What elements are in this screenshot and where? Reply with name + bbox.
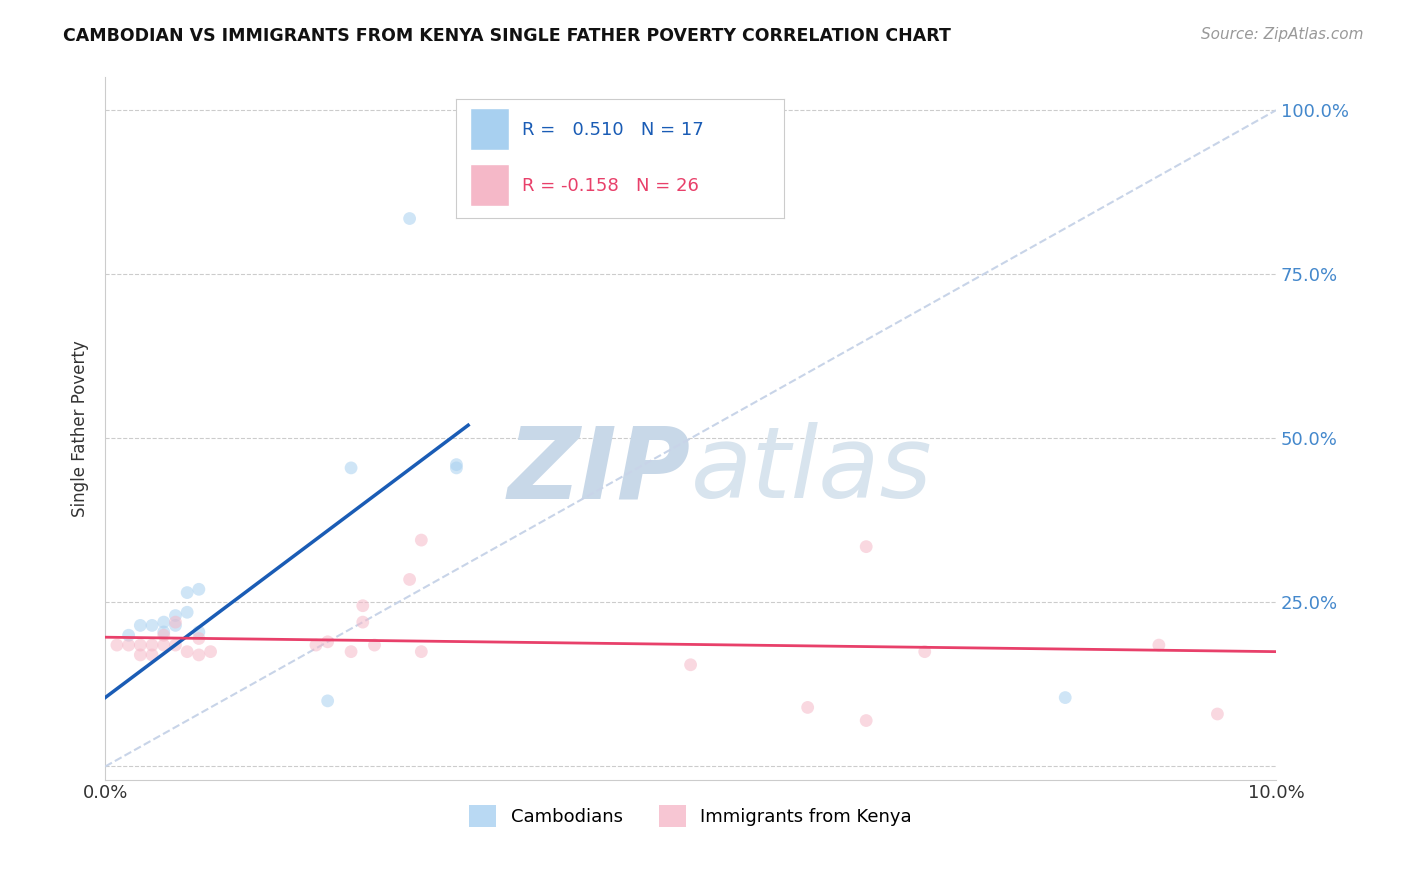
Point: [141, 638, 163, 652]
Point: [363, 638, 385, 652]
Point: [176, 605, 198, 619]
Point: [1054, 690, 1077, 705]
Text: Source: ZipAtlas.com: Source: ZipAtlas.com: [1201, 27, 1364, 42]
Point: [411, 645, 433, 659]
Legend: Cambodians, Immigrants from Kenya: Cambodians, Immigrants from Kenya: [463, 797, 920, 834]
Point: [165, 608, 187, 623]
Point: [117, 628, 139, 642]
Point: [398, 211, 420, 226]
Point: [165, 638, 187, 652]
Point: [855, 540, 877, 554]
Point: [1147, 638, 1170, 652]
Point: [176, 585, 198, 599]
Point: [176, 645, 198, 659]
Point: [855, 714, 877, 728]
Point: [411, 533, 433, 547]
Point: [679, 657, 702, 672]
Point: [152, 624, 174, 639]
Point: [141, 618, 163, 632]
Point: [165, 618, 187, 632]
Point: [187, 632, 209, 646]
Point: [316, 635, 339, 649]
Point: [316, 694, 339, 708]
Point: [129, 648, 152, 662]
Point: [340, 645, 363, 659]
Point: [305, 638, 328, 652]
Point: [1206, 706, 1229, 721]
Y-axis label: Single Father Poverty: Single Father Poverty: [72, 340, 89, 516]
Point: [152, 615, 174, 629]
Point: [398, 573, 420, 587]
Point: [152, 638, 174, 652]
Point: [105, 638, 128, 652]
Text: CAMBODIAN VS IMMIGRANTS FROM KENYA SINGLE FATHER POVERTY CORRELATION CHART: CAMBODIAN VS IMMIGRANTS FROM KENYA SINGL…: [63, 27, 950, 45]
Text: atlas: atlas: [690, 422, 932, 519]
Text: ZIP: ZIP: [508, 422, 690, 519]
Point: [117, 638, 139, 652]
Point: [165, 615, 187, 629]
Point: [141, 648, 163, 662]
Point: [352, 599, 374, 613]
Point: [187, 648, 209, 662]
Point: [152, 628, 174, 642]
Point: [340, 461, 363, 475]
Point: [187, 582, 209, 597]
Point: [129, 618, 152, 632]
Point: [914, 645, 936, 659]
Point: [352, 615, 374, 629]
Point: [446, 461, 468, 475]
Point: [129, 638, 152, 652]
Point: [200, 645, 222, 659]
Point: [796, 700, 818, 714]
Point: [446, 458, 468, 472]
Point: [187, 624, 209, 639]
